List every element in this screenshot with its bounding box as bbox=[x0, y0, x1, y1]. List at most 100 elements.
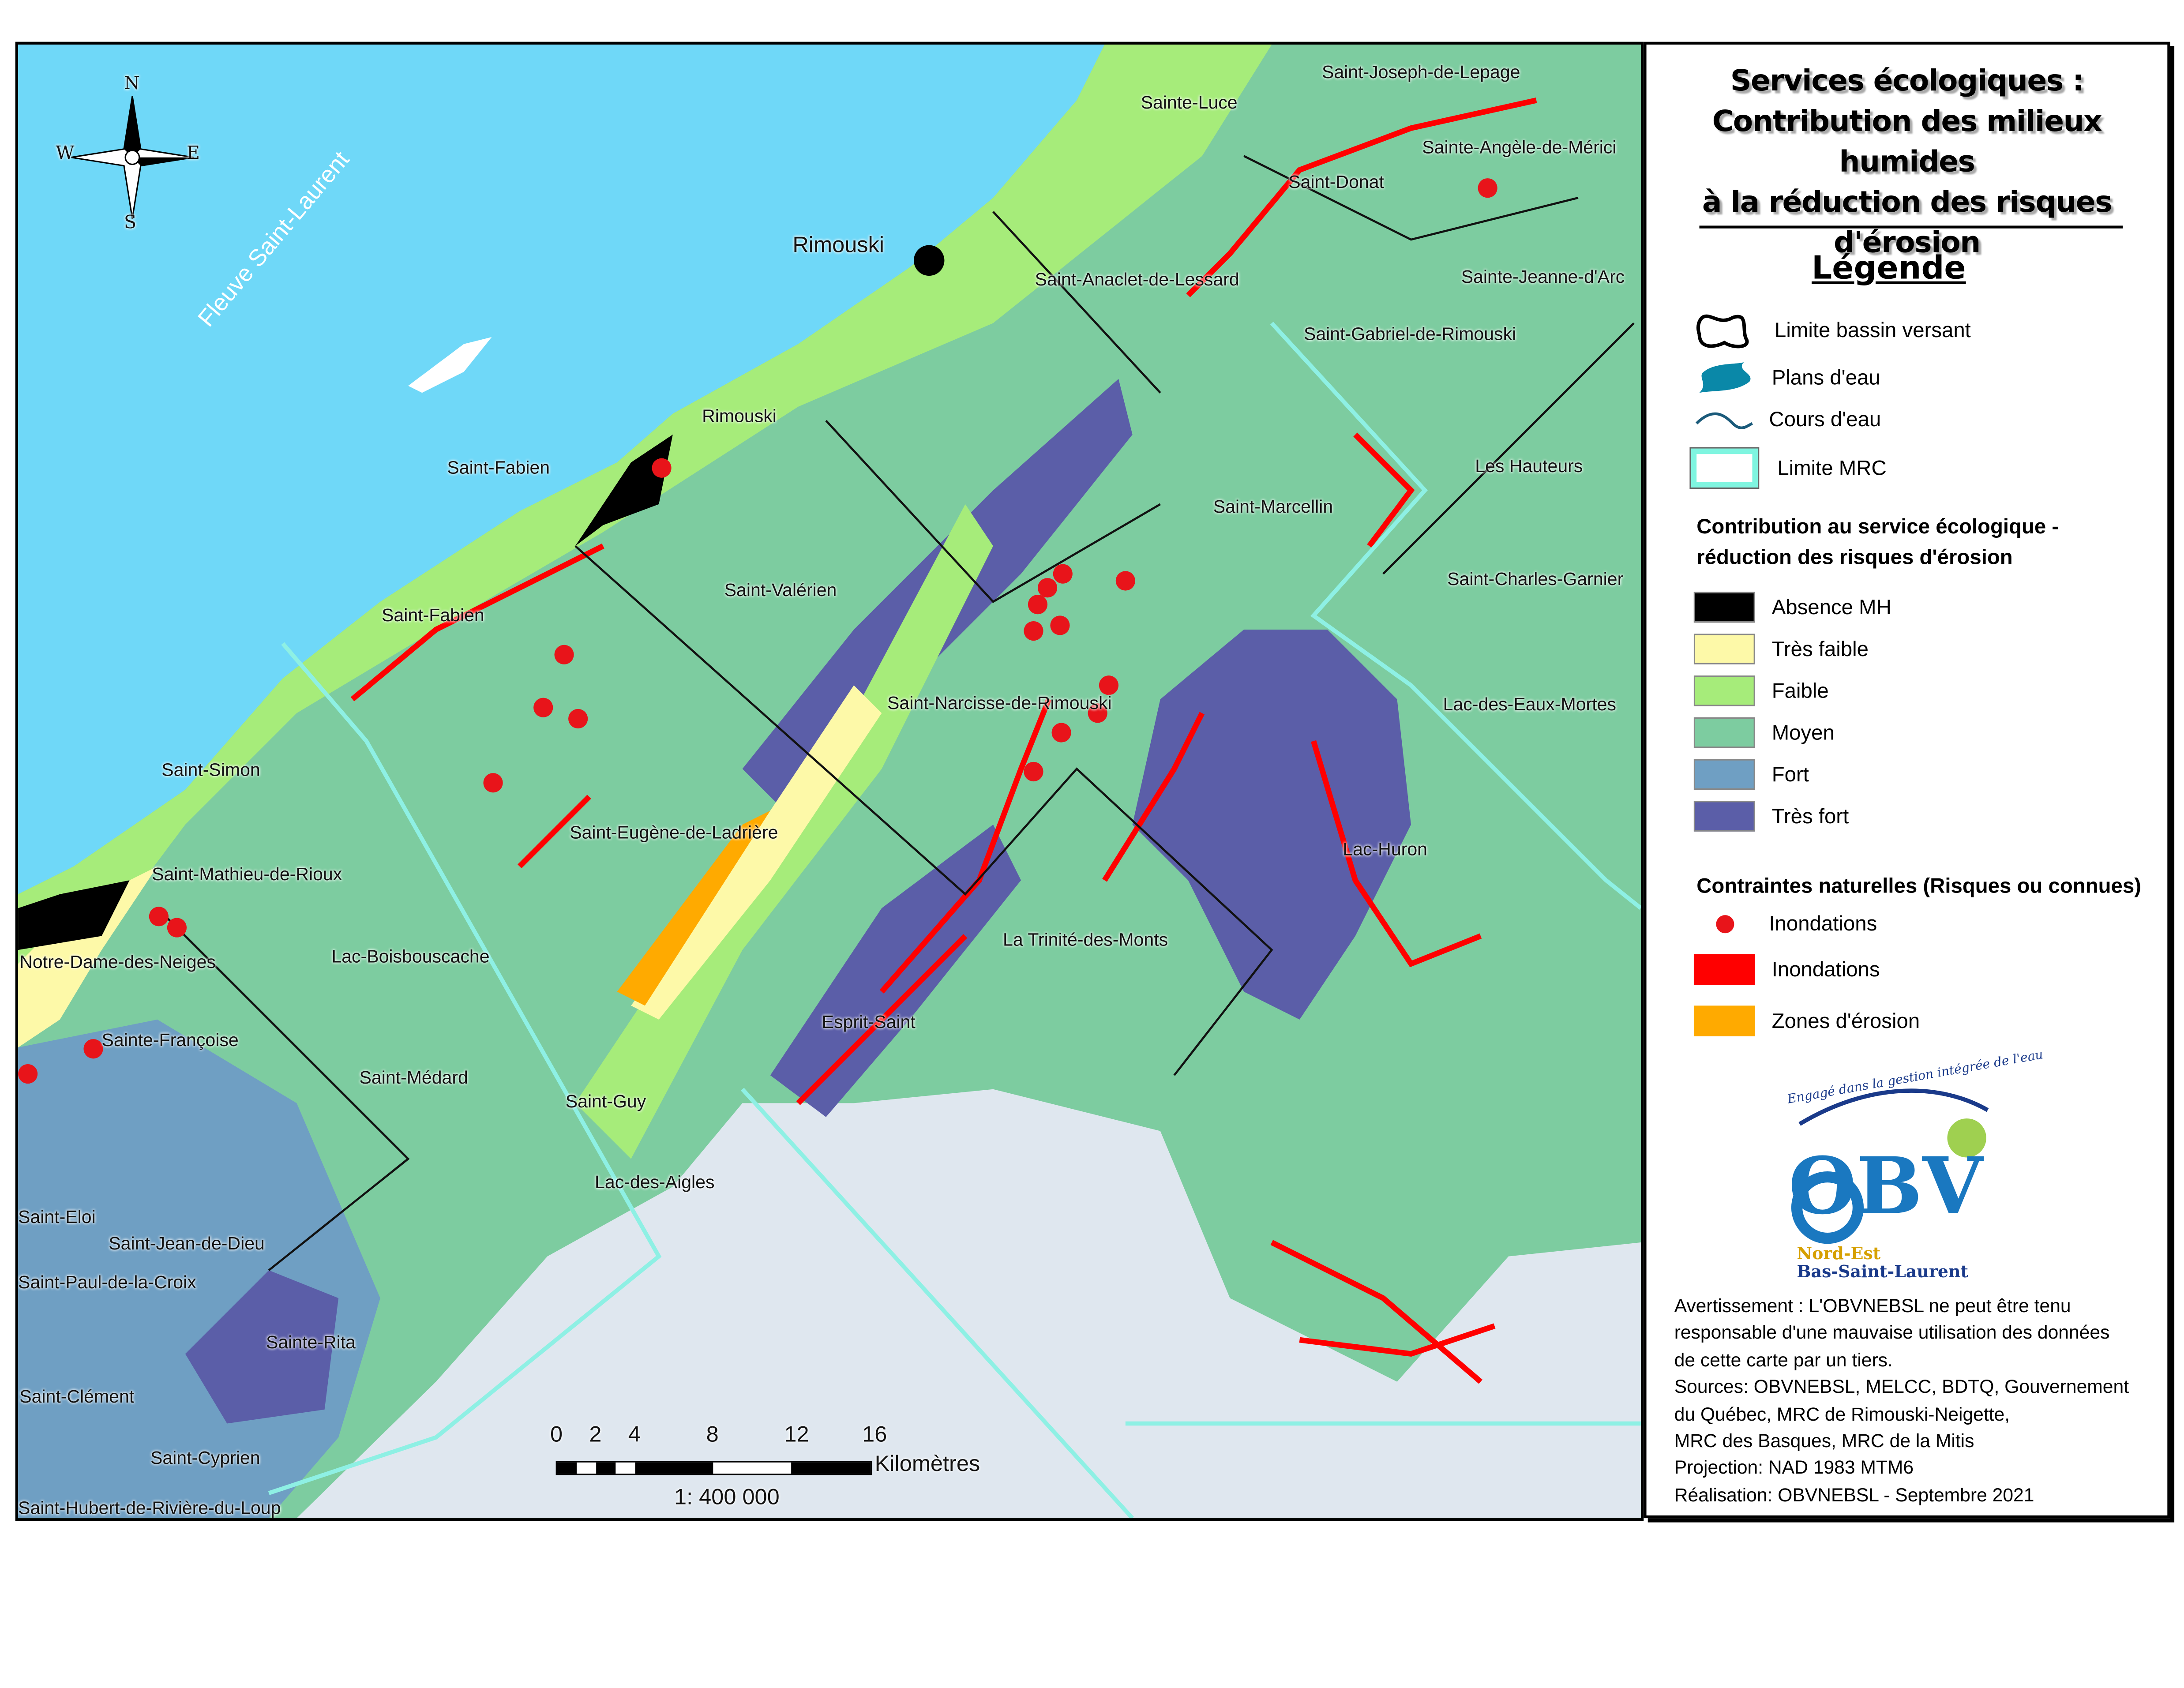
place-label: Lac-Huron bbox=[1343, 838, 1427, 859]
tres-fort-lac-huron bbox=[1132, 629, 1411, 1020]
compass-s: S bbox=[124, 213, 137, 234]
place-label: Sainte-Françoise bbox=[101, 1029, 239, 1050]
subtitle-line: Contribution au service écologique - bbox=[1696, 515, 2059, 539]
title-line: à la réduction des risques bbox=[1702, 185, 2113, 219]
legend-water-body: Plans d'eau bbox=[1694, 360, 1880, 396]
legend-label: Moyen bbox=[1771, 720, 1835, 745]
legend-class: Moyen bbox=[1693, 717, 1835, 748]
flood-point bbox=[652, 458, 672, 478]
legend-label: Plans d'eau bbox=[1771, 365, 1880, 390]
legend-label: Cours d'eau bbox=[1769, 407, 1881, 431]
place-label: Saint-Hubert-de-Rivière-du-Loup bbox=[18, 1497, 281, 1519]
class-swatch bbox=[1693, 801, 1755, 832]
legend-class: Très faible bbox=[1693, 634, 1869, 664]
place-label: Saint-Gabriel-de-Rimouski bbox=[1303, 323, 1516, 344]
flood-point bbox=[568, 709, 588, 729]
disclaimer-line: responsable d'une mauvaise utilisation d… bbox=[1674, 1322, 2110, 1343]
place-label: Saint-Donat bbox=[1288, 171, 1384, 192]
place-label: Saint-Fabien bbox=[382, 604, 484, 626]
flood-point-icon bbox=[1715, 914, 1734, 933]
flood-point bbox=[1053, 564, 1073, 584]
scale-tick-label: 16 bbox=[862, 1423, 887, 1448]
flood-lines bbox=[350, 98, 1537, 1384]
flood-point bbox=[149, 907, 169, 927]
legend-label: Absence MH bbox=[1771, 595, 1891, 619]
flood-point bbox=[1037, 578, 1058, 598]
flood-point bbox=[1051, 723, 1071, 743]
logo-line1: Nord-Est bbox=[1797, 1244, 1881, 1264]
logo-emblem bbox=[1791, 1088, 1989, 1244]
legend-erosion: Zones d'érosion bbox=[1693, 1005, 1920, 1036]
legend-stream: Cours d'eau bbox=[1694, 404, 1881, 435]
flood-points bbox=[18, 178, 1497, 1084]
flood-point bbox=[1099, 675, 1119, 695]
disclaimer-line: MRC des Basques, MRC de la Mitis bbox=[1674, 1430, 1974, 1452]
legend-flood-area: Inondations bbox=[1693, 954, 1880, 985]
legend-label: Limite MRC bbox=[1777, 456, 1887, 480]
place-label: Saint-Simon bbox=[161, 759, 260, 780]
place-label: Saint-Paul-de-la-Croix bbox=[18, 1272, 196, 1293]
flood-point bbox=[1115, 571, 1135, 591]
flood-point bbox=[167, 918, 187, 938]
island bbox=[408, 337, 492, 393]
disclaimer: Avertissement : L'OBVNEBSL ne peut être … bbox=[1674, 1293, 2129, 1509]
legend-panel: Services écologiques : Contribution des … bbox=[1644, 41, 2170, 1519]
absence-mh-2 bbox=[18, 880, 130, 950]
coastal-faible bbox=[18, 45, 1272, 992]
fort-zone-west bbox=[18, 1019, 380, 1519]
legend-label: Inondations bbox=[1771, 957, 1880, 982]
rimouski-city-dot bbox=[913, 245, 945, 276]
place-label: Lac-des-Aigles bbox=[595, 1171, 715, 1193]
stream-line-icon bbox=[1695, 412, 1753, 429]
watershed-outline-icon bbox=[1696, 314, 1749, 349]
legend-class: Fort bbox=[1693, 759, 1809, 790]
map-title: Services écologiques : Contribution des … bbox=[1647, 61, 2168, 263]
flood-point bbox=[1478, 178, 1497, 198]
subtitle-line: réduction des risques d'érosion bbox=[1696, 546, 2013, 570]
place-label: Sainte-Rita bbox=[266, 1332, 356, 1353]
legend-label: Limite bassin versant bbox=[1775, 318, 1971, 342]
flood-point bbox=[483, 773, 503, 793]
place-label: Esprit-Saint bbox=[822, 1011, 916, 1032]
place-label: Saint-Jean-de-Dieu bbox=[109, 1232, 265, 1254]
flood-point bbox=[1024, 761, 1043, 782]
place-label: Saint-Narcisse-de-Rimouski bbox=[887, 692, 1112, 713]
class-swatch bbox=[1693, 717, 1755, 748]
place-label: Saint-Médard bbox=[359, 1067, 468, 1088]
disclaimer-line: du Québec, MRC de Rimouski-Neigette, bbox=[1674, 1403, 2010, 1425]
constraints-title: Contraintes naturelles (Risques ou connu… bbox=[1696, 874, 2141, 899]
legend-heading: Légende bbox=[1812, 251, 1966, 287]
gray-outside-area bbox=[296, 1089, 1641, 1519]
title-line: Contribution des milieux humides bbox=[1712, 104, 2102, 179]
class-swatch bbox=[1693, 634, 1755, 664]
compass-rose: N S E W bbox=[56, 74, 205, 234]
mrc-boundaries bbox=[268, 322, 1641, 1519]
place-label: Sainte-Angèle-de-Mérici bbox=[1422, 136, 1617, 158]
legend-class: Absence MH bbox=[1693, 592, 1891, 623]
compass-w: W bbox=[56, 143, 75, 165]
place-label: Sainte-Luce bbox=[1141, 92, 1238, 113]
flood-point bbox=[1088, 703, 1107, 723]
class-swatch bbox=[1693, 592, 1755, 623]
class-swatch bbox=[1693, 759, 1755, 790]
legend-mrc: Limite MRC bbox=[1689, 447, 1887, 489]
scale-ratio: 1: 400 000 bbox=[674, 1486, 780, 1510]
compass-n: N bbox=[124, 74, 140, 95]
place-label: Saint-Marcellin bbox=[1213, 495, 1333, 517]
legend-class: Faible bbox=[1693, 675, 1829, 706]
scale-bar: 0 2 4 8 12 16 Kilomètres 1: 400 000 bbox=[550, 1423, 1058, 1518]
disclaimer-line: Réalisation: OBVNEBSL - Septembre 2021 bbox=[1674, 1484, 2034, 1506]
scale-tick-label: 0 bbox=[550, 1423, 563, 1448]
title-line: Services écologiques : bbox=[1730, 64, 2084, 98]
place-label: Lac-Boisbouscache bbox=[331, 945, 490, 967]
scale-tick-label: 2 bbox=[589, 1423, 602, 1448]
flood-point bbox=[83, 1039, 103, 1059]
legend-class: Très fort bbox=[1693, 801, 1849, 832]
sea bbox=[18, 45, 1105, 894]
water-body-icon bbox=[1699, 362, 1751, 393]
flood-point bbox=[1024, 621, 1043, 641]
watershed-boundaries bbox=[157, 155, 1635, 1272]
logo-line2: Bas-Saint-Laurent bbox=[1797, 1262, 1969, 1282]
divider bbox=[1699, 225, 2123, 229]
